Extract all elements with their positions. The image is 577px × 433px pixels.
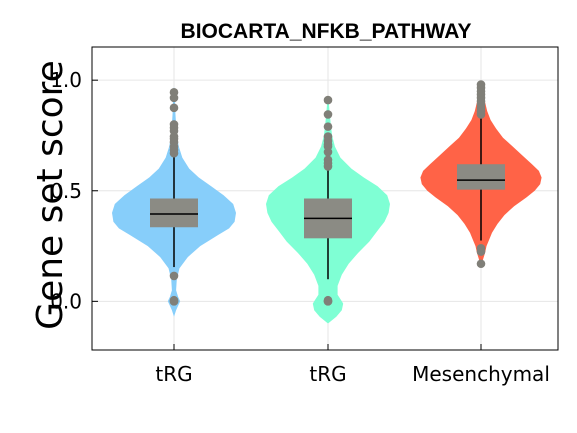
outlier-point — [169, 271, 179, 281]
plot-frame — [91, 46, 559, 351]
y-tick-label: 1.0 — [50, 68, 82, 92]
y-axis-label: Gene set score — [30, 60, 71, 330]
chart-title: BIOCARTA_NFKB_PATHWAY — [181, 20, 472, 43]
tick-labels: tRG tRG Mesenchymal 0.0 0.5 1.0 — [50, 68, 550, 386]
y-tick-label: 0.5 — [50, 179, 82, 203]
plot-border — [91, 46, 559, 351]
x-tick-label: tRG — [309, 362, 346, 386]
outlier-point — [323, 297, 333, 306]
outlier-point — [476, 110, 486, 119]
x-tick-label: Mesenchymal — [412, 362, 550, 386]
outlier-point — [169, 297, 179, 306]
outlier-point — [323, 147, 333, 157]
iqr-box-1 — [150, 198, 198, 228]
outlier-point — [169, 103, 179, 113]
outlier-point — [323, 110, 333, 119]
outlier-point — [476, 259, 486, 269]
outlier-point — [169, 148, 179, 158]
outlier-point — [323, 162, 333, 171]
outlier-point — [476, 247, 486, 256]
violins — [112, 80, 542, 324]
x-tick-label: tRG — [155, 362, 192, 386]
outlier-point — [323, 95, 333, 105]
outlier-point — [169, 93, 179, 103]
outlier-point — [323, 122, 333, 131]
y-tick-label: 0.0 — [50, 289, 82, 313]
iqr-box-3 — [457, 164, 505, 190]
